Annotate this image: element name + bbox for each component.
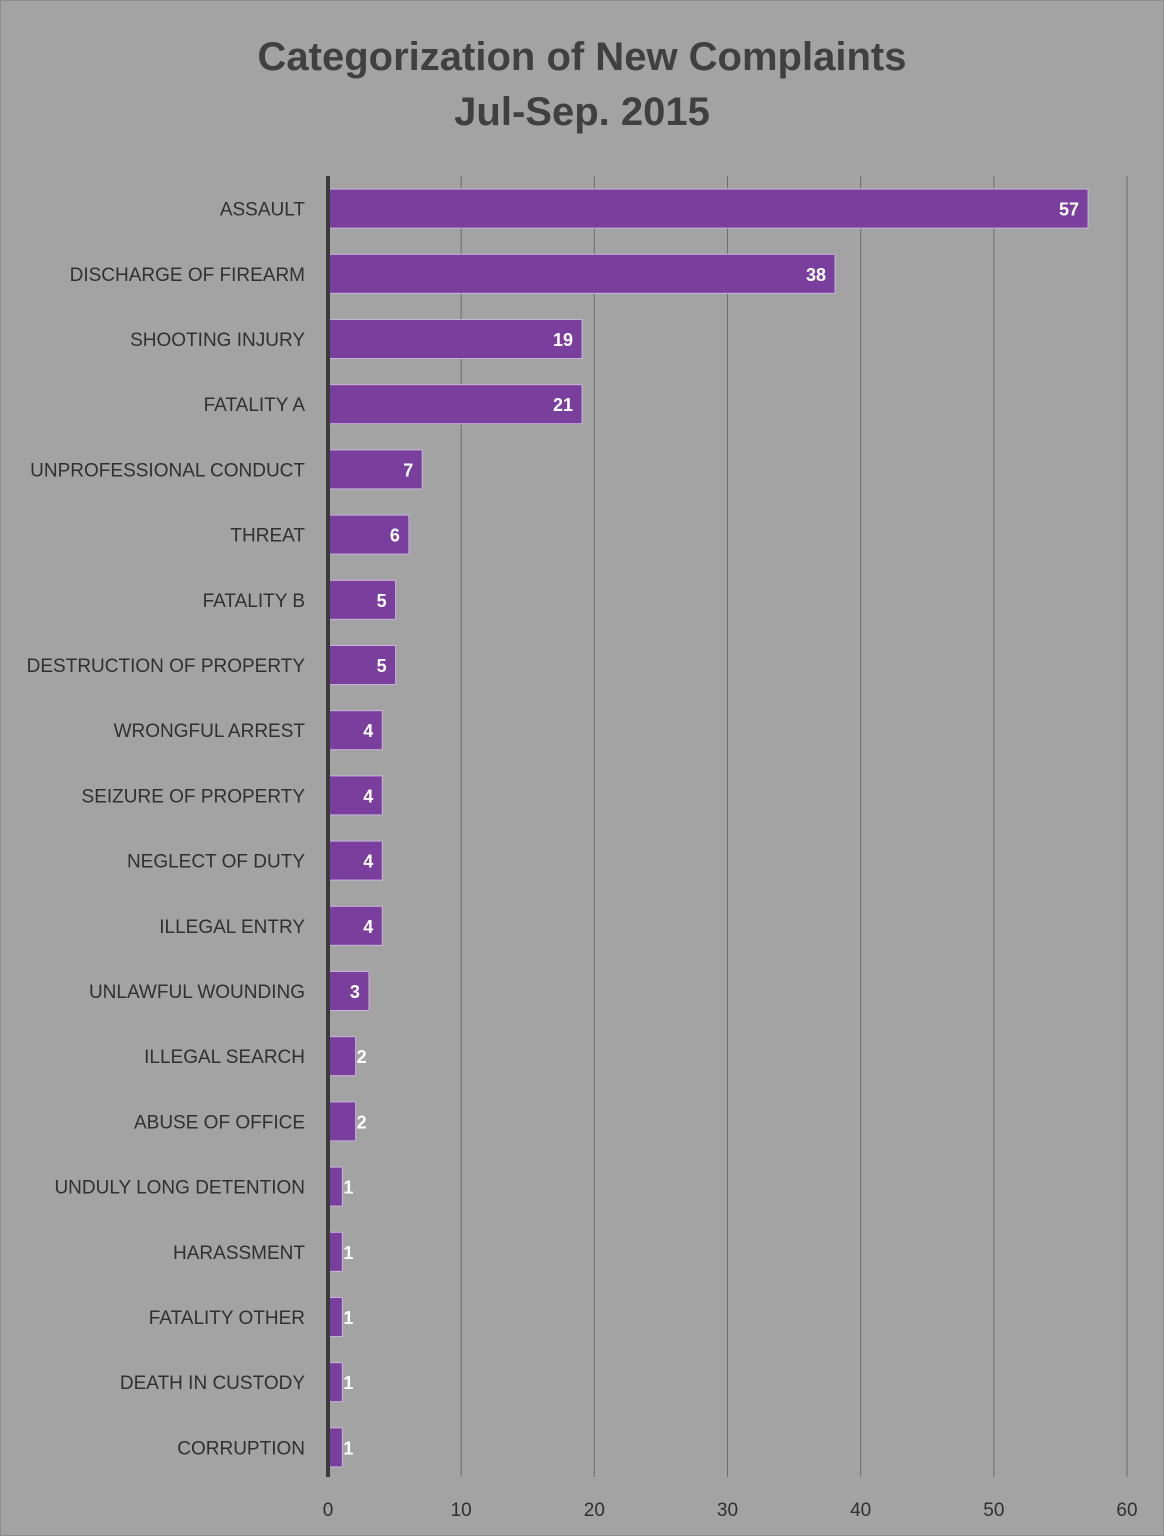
data-label: 38 bbox=[806, 265, 826, 285]
bar bbox=[328, 1101, 357, 1142]
data-label: 1 bbox=[343, 1243, 353, 1263]
bar bbox=[328, 449, 423, 490]
data-label: 1 bbox=[343, 1438, 353, 1458]
x-axis-ticks: 0 10 20 30 40 50 60 bbox=[323, 1500, 1138, 1521]
bars bbox=[328, 188, 1089, 1468]
data-label: 1 bbox=[343, 1178, 353, 1198]
category-label: DEATH IN CUSTODY bbox=[120, 1373, 305, 1394]
data-label: 5 bbox=[377, 591, 387, 611]
data-label: 4 bbox=[363, 721, 373, 741]
bar bbox=[328, 1166, 343, 1207]
data-label: 7 bbox=[403, 460, 413, 480]
data-label: 21 bbox=[553, 395, 573, 415]
x-tick-label: 40 bbox=[850, 1500, 871, 1521]
data-label: 2 bbox=[357, 1112, 367, 1132]
bar bbox=[328, 840, 383, 881]
category-label: ASSAULT bbox=[220, 200, 306, 221]
category-label: DISCHARGE OF FIREARM bbox=[70, 265, 305, 286]
data-label: 5 bbox=[377, 656, 387, 676]
bar bbox=[328, 1231, 343, 1272]
category-label: SHOOTING INJURY bbox=[130, 330, 305, 351]
bar bbox=[328, 384, 583, 425]
x-tick-label: 0 bbox=[323, 1500, 334, 1521]
data-label: 4 bbox=[363, 852, 373, 872]
data-label: 19 bbox=[553, 330, 573, 350]
category-label: NEGLECT OF DUTY bbox=[127, 852, 305, 873]
data-label: 2 bbox=[357, 1047, 367, 1067]
gridlines bbox=[460, 176, 1128, 1477]
bar bbox=[328, 319, 583, 359]
chart-title-line-2: Jul-Sep. 2015 bbox=[454, 90, 710, 134]
category-label: UNDULY LONG DETENTION bbox=[54, 1178, 305, 1199]
category-label: FATALITY B bbox=[203, 591, 305, 612]
data-label: 57 bbox=[1059, 200, 1079, 220]
data-label: 4 bbox=[363, 917, 373, 937]
bar bbox=[328, 1362, 343, 1403]
category-label: WRONGFUL ARREST bbox=[114, 721, 306, 742]
category-label: THREAT bbox=[230, 526, 305, 547]
data-label: 1 bbox=[343, 1373, 353, 1393]
bar bbox=[328, 579, 397, 620]
bar bbox=[328, 775, 383, 816]
data-label: 1 bbox=[343, 1308, 353, 1328]
bar bbox=[328, 1036, 357, 1077]
chart-title: Categorization of New Complaints Jul-Sep… bbox=[0, 30, 1164, 140]
category-label: CORRUPTION bbox=[177, 1438, 305, 1459]
bar bbox=[328, 188, 1089, 229]
bar bbox=[328, 1297, 343, 1337]
data-label: 6 bbox=[390, 526, 400, 546]
category-label: HARASSMENT bbox=[173, 1243, 305, 1264]
category-label: UNPROFESSIONAL CONDUCT bbox=[30, 460, 305, 481]
x-tick-label: 10 bbox=[451, 1500, 472, 1521]
bar bbox=[328, 1427, 343, 1468]
category-label: DESTRUCTION OF PROPERTY bbox=[27, 656, 306, 677]
category-label: FATALITY A bbox=[204, 395, 306, 416]
category-label: FATALITY OTHER bbox=[149, 1308, 305, 1329]
bar bbox=[328, 905, 383, 946]
data-label: 3 bbox=[350, 982, 360, 1002]
x-tick-label: 20 bbox=[584, 1500, 605, 1521]
data-label: 4 bbox=[363, 786, 373, 806]
chart-title-line-1: Categorization of New Complaints bbox=[257, 35, 907, 79]
x-tick-label: 60 bbox=[1116, 1500, 1137, 1521]
category-label: UNLAWFUL WOUNDING bbox=[89, 982, 305, 1003]
category-label: ILLEGAL ENTRY bbox=[159, 917, 305, 938]
bar bbox=[328, 645, 397, 685]
bar bbox=[328, 253, 836, 294]
x-tick-label: 30 bbox=[717, 1500, 738, 1521]
bar bbox=[328, 710, 383, 751]
bar bbox=[328, 514, 410, 555]
category-label: SEIZURE OF PROPERTY bbox=[82, 786, 306, 807]
category-label: ILLEGAL SEARCH bbox=[144, 1047, 305, 1068]
category-label: ABUSE OF OFFICE bbox=[134, 1112, 305, 1133]
x-tick-label: 50 bbox=[983, 1500, 1004, 1521]
category-labels: ASSAULT DISCHARGE OF FIREARM SHOOTING INJU… bbox=[27, 200, 306, 1460]
bar bbox=[328, 971, 370, 1011]
